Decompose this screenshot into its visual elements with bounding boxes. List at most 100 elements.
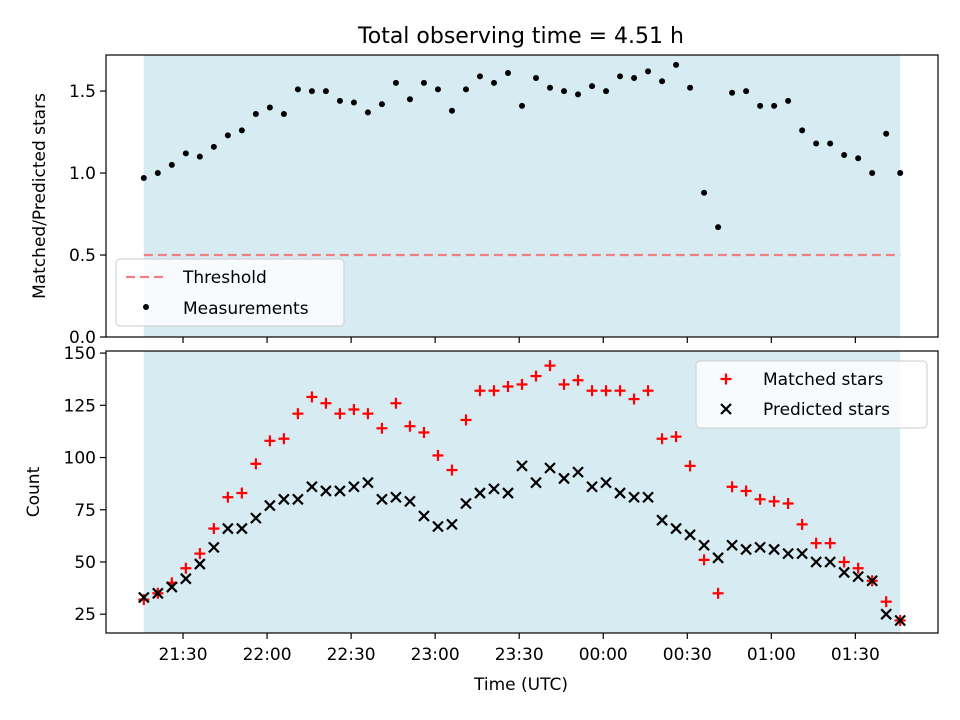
- matched-star-point: [782, 497, 794, 509]
- predicted-star-point: [530, 476, 542, 489]
- x-tick-label: 23:30: [495, 645, 544, 665]
- matched-star-points: [138, 360, 906, 626]
- measurement-point: [238, 127, 245, 134]
- matched-star-point: [824, 537, 836, 549]
- matched-star-point: [852, 562, 864, 574]
- top-legend: Threshold Measurements: [115, 258, 345, 327]
- measurement-point: [575, 91, 582, 98]
- predicted-star-point: [880, 608, 892, 620]
- top-y-ticks: 0.0 0.5 1.0 1.5: [69, 82, 106, 348]
- matched-star-point: [642, 385, 654, 397]
- matched-star-point: [712, 587, 724, 599]
- predicted-star-points: [138, 460, 906, 627]
- top-y-tick-label: 1.0: [69, 164, 96, 184]
- predicted-star-point: [208, 541, 220, 554]
- measurement-point: [589, 83, 596, 90]
- measurement-point: [140, 174, 147, 181]
- predicted-star-point: [810, 556, 822, 568]
- measurement-point: [715, 224, 722, 231]
- predicted-star-point: [600, 476, 612, 489]
- predicted-star-point: [670, 522, 682, 535]
- measurement-point: [827, 140, 834, 147]
- predicted-star-point: [516, 460, 528, 472]
- predicted-star-point: [180, 572, 192, 585]
- measurement-point: [182, 150, 189, 157]
- matched-star-point: [614, 385, 626, 397]
- measurement-point: [308, 88, 315, 95]
- matched-star-point: [418, 426, 430, 438]
- measurement-point: [785, 97, 792, 104]
- matched-star-point: [530, 370, 542, 382]
- measurement-point: [533, 74, 540, 81]
- measurement-point: [350, 99, 357, 106]
- predicted-star-point: [544, 462, 556, 474]
- measurement-point: [617, 73, 624, 80]
- matched-star-point: [138, 594, 150, 606]
- predicted-star-point: [894, 614, 906, 627]
- predicted-star-point: [502, 487, 514, 499]
- matched-star-point: [516, 378, 528, 390]
- matched-star-point: [390, 397, 402, 409]
- measurement-point: [210, 143, 217, 150]
- x-tick-label: 22:00: [243, 645, 292, 665]
- matched-star-point: [194, 548, 206, 560]
- matched-star-point: [502, 381, 514, 393]
- measurement-point: [224, 132, 231, 139]
- legend-matched-label: Matched stars: [763, 370, 883, 390]
- legend-threshold-label: Threshold: [182, 268, 267, 288]
- matched-star-point: [768, 495, 780, 507]
- x-tick-label: 01:00: [747, 645, 796, 665]
- measurement-point: [687, 84, 694, 91]
- measurement-point: [476, 73, 483, 80]
- predicted-star-point: [222, 522, 234, 535]
- measurement-point: [673, 61, 680, 68]
- predicted-star-point: [348, 480, 360, 493]
- matched-star-point: [684, 460, 696, 472]
- matched-star-point: [474, 385, 486, 397]
- legend-predicted-swatch: [720, 403, 732, 415]
- chart-title: Total observing time = 4.51 h: [357, 24, 684, 49]
- measurement-point: [743, 88, 750, 95]
- bottom-axes-frame: [105, 350, 939, 634]
- bottom-y-tick-label: 125: [64, 396, 96, 416]
- measurement-point: [504, 70, 511, 77]
- measurement-point: [519, 102, 525, 109]
- measurement-point: [645, 68, 652, 75]
- matched-star-point: [306, 391, 318, 403]
- predicted-star-point: [628, 491, 640, 504]
- matched-star-point: [222, 491, 234, 503]
- measurement-point: [336, 97, 343, 104]
- matched-star-point: [180, 562, 192, 574]
- matched-star-point: [404, 420, 416, 432]
- bottom-ylabel: Count: [24, 466, 44, 517]
- measurement-point: [603, 88, 610, 95]
- measurement-point: [869, 170, 876, 177]
- measurement-points: [140, 61, 904, 231]
- predicted-star-point: [754, 541, 766, 554]
- predicted-star-point: [782, 547, 794, 560]
- bottom-y-tick-label: 150: [64, 344, 96, 364]
- predicted-star-point: [138, 591, 150, 604]
- matched-star-point: [460, 414, 472, 426]
- predicted-star-point: [796, 547, 808, 560]
- measurement-point: [280, 111, 287, 118]
- predicted-star-point: [558, 472, 570, 485]
- measurement-point: [406, 96, 413, 103]
- bottom-y-tick-label: 100: [64, 449, 96, 469]
- bottom-y-tick-label: 50: [74, 553, 96, 573]
- predicted-star-point: [264, 499, 276, 512]
- measurement-point: [154, 170, 161, 177]
- x-tick-label: 00:00: [579, 645, 628, 665]
- legend-predicted-marker: [720, 403, 732, 415]
- predicted-star-point: [866, 574, 878, 587]
- predicted-star-point: [152, 587, 164, 600]
- predicted-star-point: [334, 485, 346, 497]
- matched-star-point: [656, 433, 668, 445]
- matched-star-point: [726, 481, 738, 493]
- bottom-legend-box: [695, 360, 928, 429]
- matched-star-point: [264, 435, 276, 447]
- predicted-star-point: [614, 487, 626, 499]
- matched-star-point: [432, 449, 444, 461]
- matched-star-point: [600, 385, 612, 397]
- matched-star-point: [236, 487, 248, 499]
